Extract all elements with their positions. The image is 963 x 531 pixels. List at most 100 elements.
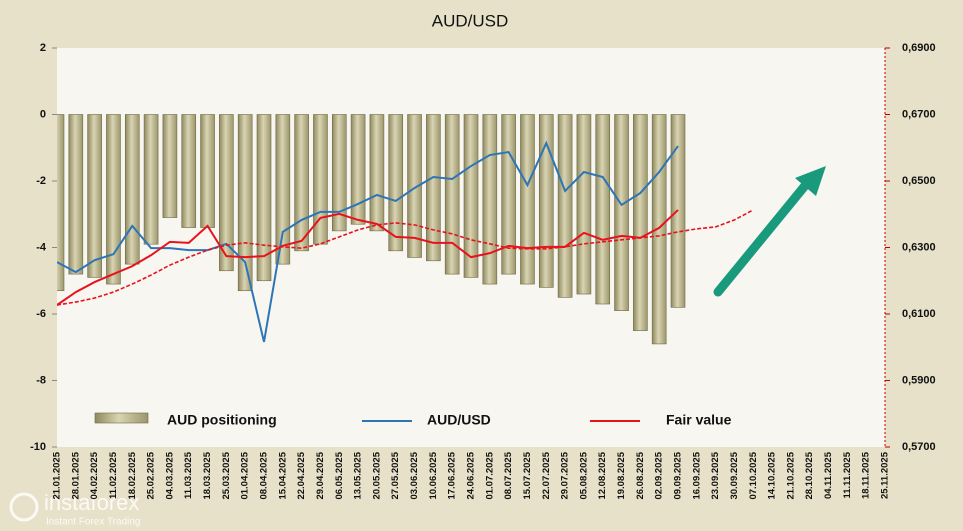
bar [200,114,215,228]
x-tick-label: 25.02.2025 [146,451,157,499]
bar [426,114,441,262]
y2-tick-label: 0,6500 [902,175,936,187]
bar [482,114,498,285]
y2-tick-label: 0,6300 [902,241,936,253]
x-tick-label: 11.03.2025 [183,451,194,499]
chart-title: AUD/USD [432,11,509,30]
y-tick-label: -4 [36,241,47,253]
legend-label: Fair value [666,412,732,428]
x-tick-label: 18.03.2025 [202,451,213,499]
x-tick-label: 08.07.2025 [503,451,514,499]
x-tick-label: 19.08.2025 [616,451,627,499]
bar [68,114,84,275]
bar [595,114,611,305]
y2-tick-label: 0,6700 [902,108,936,120]
x-tick-label: 04.11.2025 [823,451,834,499]
x-tick-label: 18.02.2025 [127,451,138,499]
bar [106,114,121,285]
bar [651,114,667,345]
x-tick-label: 04.03.2025 [164,451,175,499]
x-tick-label: 04.02.2025 [89,451,100,499]
bar [181,114,197,228]
series-layer [57,114,754,345]
y2-tick-label: 0,5700 [902,441,936,453]
line-series [57,209,679,306]
x-tick-label: 14.10.2025 [767,451,778,499]
x-tick-label: 09.09.2025 [673,451,684,499]
bar [614,114,629,311]
x-tick-label: 11.02.2025 [108,451,119,499]
legend-swatch [94,412,149,424]
x-tick-label: 08.04.2025 [259,451,270,499]
bar [576,114,592,295]
bar [633,114,648,331]
x-tick-label: 29.04.2025 [315,451,326,499]
x-tick-label: 02.09.2025 [654,451,665,499]
x-tick-label: 21.10.2025 [785,451,796,499]
legend-label: AUD positioning [167,412,277,428]
y-tick-label: -8 [36,374,46,386]
watermark: instaforex Instant Forex Trading [9,490,141,528]
x-tick-label: 05.08.2025 [578,451,589,499]
bar [407,114,422,258]
trend-arrow [713,166,826,297]
bar [294,114,309,252]
x-tick-label: 01.07.2025 [484,451,495,499]
x-tick-label: 18.11.2025 [861,451,872,499]
bar [350,114,366,225]
x-tick-label: 29.07.2025 [560,451,571,499]
bar [162,114,178,218]
bar [143,114,159,245]
x-tick-label: 22.04.2025 [296,451,307,499]
x-tick-label: 26.08.2025 [635,451,646,499]
x-tick-label: 15.04.2025 [277,451,288,499]
bar [256,114,272,282]
x-tick-label: 13.05.2025 [353,451,364,499]
x-tick-label: 27.05.2025 [390,451,401,499]
x-tick-label: 10.06.2025 [428,451,439,499]
y-tick-label: -10 [30,441,46,453]
bar [463,114,479,278]
bar [331,114,347,232]
bar [557,114,573,298]
x-tick-label: 23.09.2025 [710,451,721,499]
watermark-name: instaforex [44,490,139,515]
x-tick-label: 15.07.2025 [522,451,533,499]
y2-tick-label: 0,5900 [902,374,936,386]
bar [538,114,554,288]
trend-line [57,209,754,306]
x-tick-label: 20.05.2025 [371,451,382,499]
x-tick-label: 21.01.2025 [52,451,63,499]
bar [124,114,140,265]
y-tick-label: 2 [40,42,46,54]
bar [388,114,404,252]
y2-tick-label: 0,6100 [902,308,936,320]
y2-tick-label: 0,6900 [902,42,936,54]
watermark-tagline: Instant Forex Trading [46,517,141,528]
x-tick-label: 24.06.2025 [466,451,477,499]
bar [520,114,535,285]
bar [501,114,516,275]
bar [219,114,234,272]
bar [237,114,253,292]
x-tick-label: 22.07.2025 [541,451,552,499]
y-tick-label: -2 [36,175,46,187]
bar [87,114,102,278]
x-tick-label: 28.01.2025 [70,451,81,499]
x-tick-label: 03.06.2025 [409,451,420,499]
x-tick-label: 12.08.2025 [597,451,608,499]
x-tick-label: 01.04.2025 [240,451,251,499]
x-tick-label: 06.05.2025 [334,451,345,499]
legend-label: AUD/USD [427,412,491,428]
y-tick-label: 0 [40,108,46,120]
x-tick-label: 30.09.2025 [729,451,740,499]
x-tick-label: 28.10.2025 [804,451,815,499]
x-tick-label: 07.10.2025 [748,451,759,499]
x-tick-label: 16.09.2025 [691,451,702,499]
y-tick-label: -6 [36,308,46,320]
bar [57,114,65,292]
bar [275,114,291,265]
bar [369,114,385,232]
bar [444,114,460,275]
